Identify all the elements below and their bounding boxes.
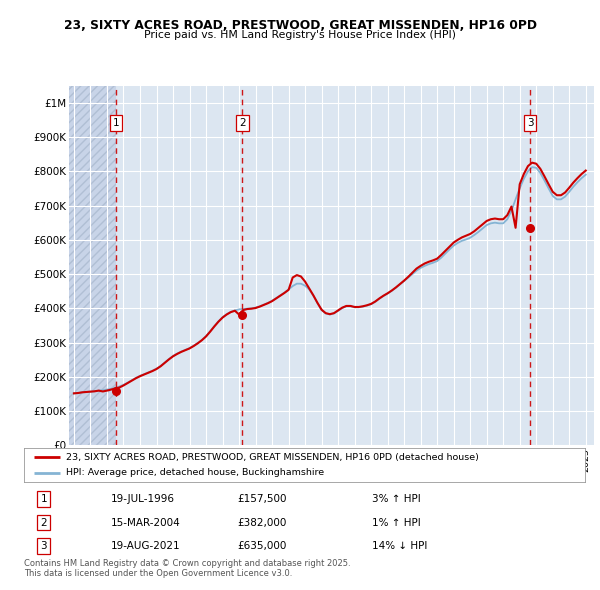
Text: 15-MAR-2004: 15-MAR-2004 xyxy=(111,517,181,527)
Text: 19-JUL-1996: 19-JUL-1996 xyxy=(111,494,175,504)
Text: HPI: Average price, detached house, Buckinghamshire: HPI: Average price, detached house, Buck… xyxy=(66,468,324,477)
Text: This data is licensed under the Open Government Licence v3.0.: This data is licensed under the Open Gov… xyxy=(24,569,292,578)
Text: 1: 1 xyxy=(113,119,119,129)
Text: 1: 1 xyxy=(40,494,47,504)
Bar xyxy=(69,86,116,445)
Text: 3: 3 xyxy=(40,541,47,551)
Text: 19-AUG-2021: 19-AUG-2021 xyxy=(111,541,181,551)
Text: 23, SIXTY ACRES ROAD, PRESTWOOD, GREAT MISSENDEN, HP16 0PD (detached house): 23, SIXTY ACRES ROAD, PRESTWOOD, GREAT M… xyxy=(66,453,479,461)
Text: Price paid vs. HM Land Registry's House Price Index (HPI): Price paid vs. HM Land Registry's House … xyxy=(144,30,456,40)
Text: 3% ↑ HPI: 3% ↑ HPI xyxy=(372,494,421,504)
Text: £157,500: £157,500 xyxy=(237,494,287,504)
Text: 23, SIXTY ACRES ROAD, PRESTWOOD, GREAT MISSENDEN, HP16 0PD: 23, SIXTY ACRES ROAD, PRESTWOOD, GREAT M… xyxy=(64,19,536,32)
Text: 14% ↓ HPI: 14% ↓ HPI xyxy=(372,541,427,551)
Text: 1% ↑ HPI: 1% ↑ HPI xyxy=(372,517,421,527)
Text: Contains HM Land Registry data © Crown copyright and database right 2025.: Contains HM Land Registry data © Crown c… xyxy=(24,559,350,568)
Text: 2: 2 xyxy=(40,517,47,527)
Text: 2: 2 xyxy=(239,119,245,129)
Text: 3: 3 xyxy=(527,119,533,129)
Text: £382,000: £382,000 xyxy=(237,517,287,527)
Text: £635,000: £635,000 xyxy=(237,541,287,551)
